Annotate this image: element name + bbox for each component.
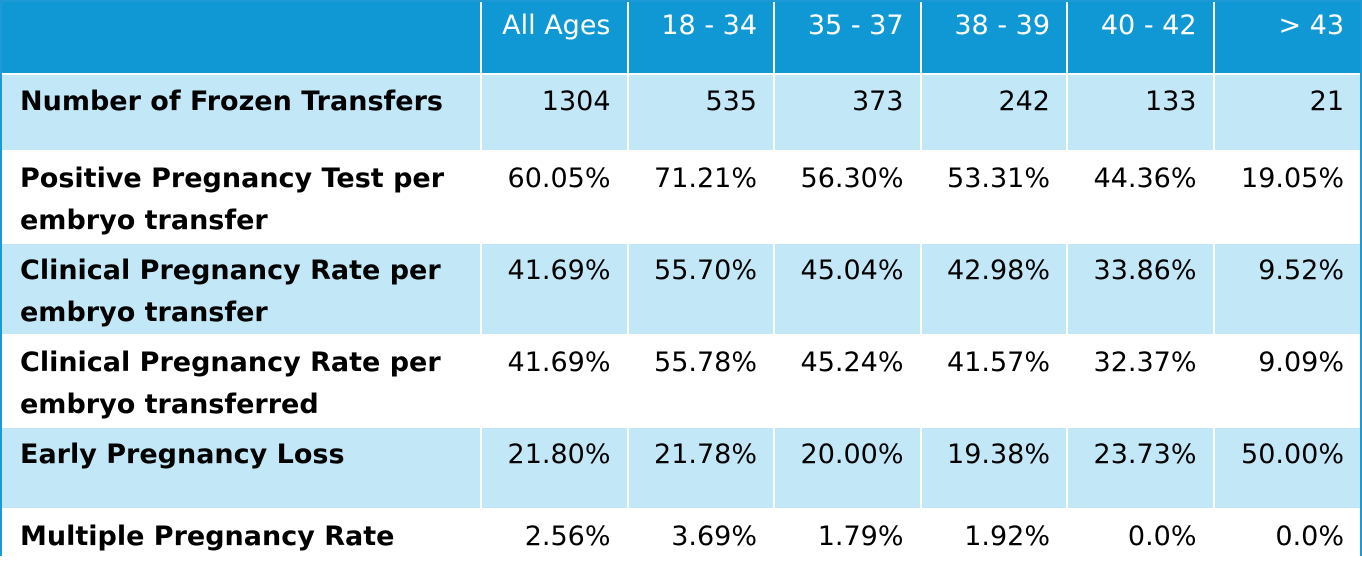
table-cell: 50.00% [1212, 426, 1360, 509]
table-cell: 0.0% [1212, 508, 1360, 587]
table-row: Clinical Pregnancy Rate per embryo transf… [2, 242, 1360, 335]
table-cell: 21.80% [480, 426, 628, 509]
row-label: Number of Frozen Transfers [2, 73, 481, 151]
table-cell: 56.30% [773, 150, 921, 243]
table-cell: 373 [773, 73, 921, 151]
header-all-ages: All Ages [480, 2, 628, 74]
table-cell: 71.21% [626, 150, 774, 243]
table-cell: 1.92% [919, 508, 1067, 587]
table-cell: 41.69% [480, 334, 628, 427]
table-cell: 45.04% [773, 242, 921, 335]
table-cell: 42.98% [919, 242, 1067, 335]
table-cell: 60.05% [480, 150, 628, 243]
table-cell: 21.78% [626, 426, 774, 509]
table-cell: 55.70% [626, 242, 774, 335]
table-cell: 242 [919, 73, 1067, 151]
table-cell: 9.09% [1212, 334, 1360, 427]
table-row: Number of Frozen Transfers 1304 535 373 … [2, 73, 1360, 151]
table-cell: 20.00% [773, 426, 921, 509]
row-label: Positive Pregnancy Test per embryo transf… [2, 150, 481, 243]
header-38-39: 38 - 39 [919, 2, 1067, 74]
table-cell: 41.57% [919, 334, 1067, 427]
header-40-42: 40 - 42 [1066, 2, 1214, 74]
row-label-line2: embryo transferred [20, 389, 319, 420]
row-label-line2: embryo transfer [20, 205, 268, 236]
header-over-43: > 43 [1212, 2, 1360, 74]
row-label-line1: Multiple Pregnancy Rate [20, 521, 395, 552]
table-cell: 45.24% [773, 334, 921, 427]
table-cell: 41.69% [480, 242, 628, 335]
header-row: All Ages 18 - 34 35 - 37 38 - 39 40 - 42… [2, 2, 1360, 74]
header-corner [2, 2, 481, 74]
row-label-line1: Early Pregnancy Loss [20, 439, 345, 470]
row-label-line1: Positive Pregnancy Test per [20, 163, 445, 194]
table-cell: 2.56% [480, 508, 628, 587]
table-cell: 55.78% [626, 334, 774, 427]
row-label-line1: Clinical Pregnancy Rate per [20, 255, 441, 286]
table-cell: 19.38% [919, 426, 1067, 509]
table-row: Early Pregnancy Loss 21.80% 21.78% 20.00… [2, 426, 1360, 509]
row-label: Clinical Pregnancy Rate per embryo transf… [2, 334, 481, 427]
table-cell: 32.37% [1066, 334, 1214, 427]
table-cell: 44.36% [1066, 150, 1214, 243]
table-cell: 23.73% [1066, 426, 1214, 509]
table-cell: 9.52% [1212, 242, 1360, 335]
table-row: Multiple Pregnancy Rate 2.56% 3.69% 1.79… [2, 508, 1360, 587]
row-label-line1: Clinical Pregnancy Rate per [20, 347, 441, 378]
header-18-34: 18 - 34 [626, 2, 774, 74]
row-label-line1: Number of Frozen Transfers [20, 86, 443, 117]
table-cell: 535 [626, 73, 774, 151]
table-cell: 53.31% [919, 150, 1067, 243]
table-cell: 3.69% [626, 508, 774, 587]
table-cell: 33.86% [1066, 242, 1214, 335]
table-cell: 133 [1066, 73, 1214, 151]
table-cell: 21 [1212, 73, 1360, 151]
table-row: Positive Pregnancy Test per embryo transf… [2, 150, 1360, 243]
table-row: Clinical Pregnancy Rate per embryo transf… [2, 334, 1360, 427]
table-cell: 1304 [480, 73, 628, 151]
row-label: Clinical Pregnancy Rate per embryo transf… [2, 242, 481, 335]
table-cell: 19.05% [1212, 150, 1360, 243]
row-label-line2: embryo transfer [20, 297, 268, 328]
row-label: Early Pregnancy Loss [2, 426, 481, 509]
table-cell: 0.0% [1066, 508, 1214, 587]
row-label: Multiple Pregnancy Rate [2, 508, 481, 587]
table-cell: 1.79% [773, 508, 921, 587]
header-35-37: 35 - 37 [773, 2, 921, 74]
